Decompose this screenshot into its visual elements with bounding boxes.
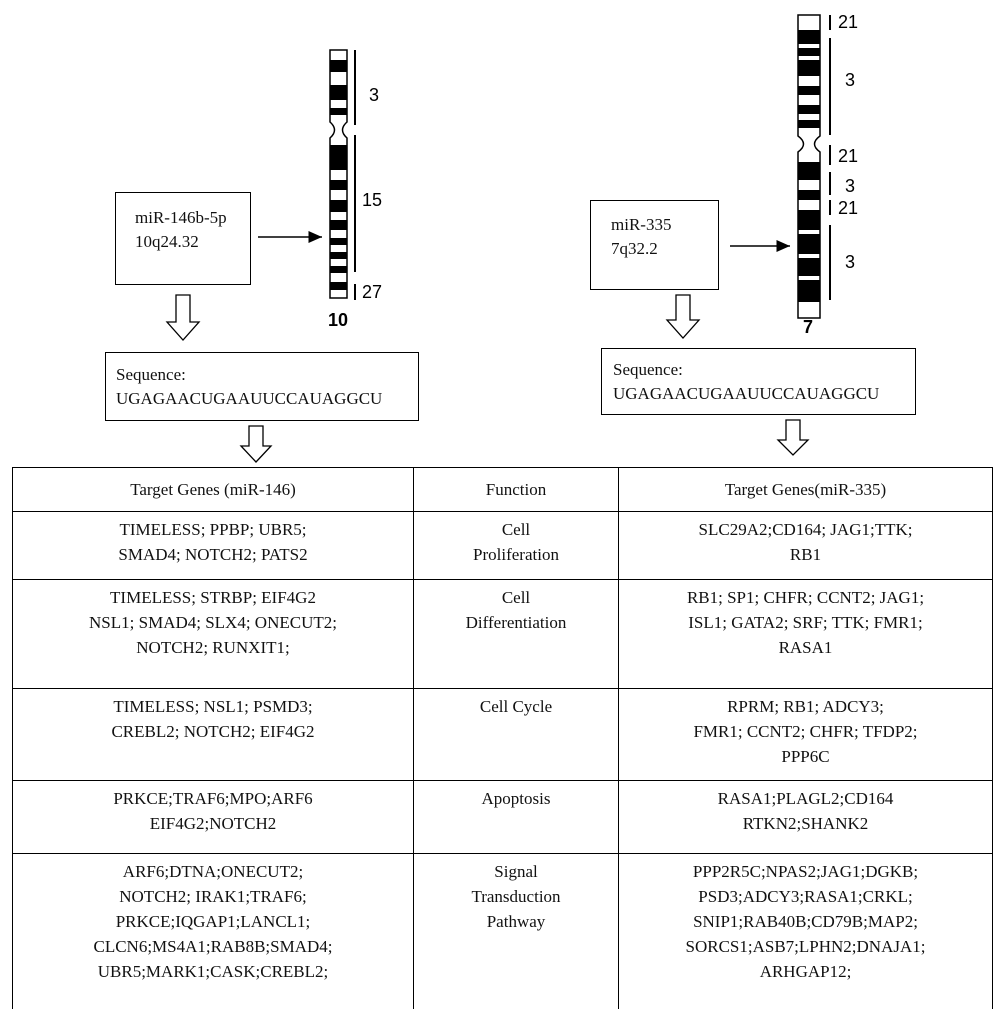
chromosome-label: 7 (803, 317, 813, 337)
mirna-box: miR-335 7q32.2 (590, 200, 719, 290)
sequence-value: UGAGAACUGAAUUCCAUAGGCU (613, 384, 880, 403)
cell-line: Pathway (486, 912, 546, 931)
column-header: Function (413, 467, 619, 512)
sequence-label: Sequence: (116, 365, 186, 384)
mirna-name: miR-146b-5p (135, 208, 227, 227)
band-label: 27 (362, 282, 382, 302)
table-cell: PPP2R5C;NPAS2;JAG1;DGKB; PSD3;ADCY3;RASA1… (618, 853, 993, 1009)
mirna-box: miR-146b-5p 10q24.32 (115, 192, 251, 285)
table-cell: Cell Proliferation (413, 511, 619, 580)
cell-line: TIMELESS; PPBP; UBR5; (119, 520, 307, 539)
down-arrows (165, 294, 810, 463)
table-body: TIMELESS; PPBP; UBR5; SMAD4; NOTCH2; PATS… (12, 511, 993, 1009)
table-cell: RB1; SP1; CHFR; CCNT2; JAG1; ISL1; GATA2;… (618, 579, 993, 689)
cell-line: ARF6;DTNA;ONECUT2; (122, 862, 304, 881)
band-label: 21 (838, 12, 858, 32)
table-cell: TIMELESS; PPBP; UBR5; SMAD4; NOTCH2; PATS… (12, 511, 414, 580)
cell-line: SNIP1;RAB40B;CD79B;MAP2; (693, 912, 918, 931)
cell-line: Transduction (471, 887, 561, 906)
cell-line: PPP2R5C;NPAS2;JAG1;DGKB; (692, 862, 919, 881)
table-cell: TIMELESS; STRBP; EIF4G2 NSL1; SMAD4; SLX4… (12, 579, 414, 689)
cell-line: Apoptosis (481, 789, 551, 808)
band-label: 3 (845, 252, 855, 272)
cell-line: Cell (501, 588, 531, 607)
cell-line: ARHGAP12; (759, 962, 852, 981)
cell-line: PSD3;ADCY3;RASA1;CRKL; (698, 887, 913, 906)
cell-line: FMR1; CCNT2; CHFR; TFDP2; (693, 722, 918, 741)
cell-line: Signal (494, 862, 538, 881)
column-header: Target Genes(miR-335) (618, 467, 993, 512)
table-row: TIMELESS; PPBP; UBR5; SMAD4; NOTCH2; PATS… (12, 511, 993, 580)
sequence-box: Sequence: UGAGAACUGAAUUCCAUAGGCU (601, 348, 916, 415)
cell-line: RTKN2;SHANK2 (742, 814, 869, 833)
cell-line: UBR5;MARK1;CASK;CREBL2; (97, 962, 329, 981)
cell-line: SORCS1;ASB7;LPHN2;DNAJA1; (685, 937, 926, 956)
sequence-label: Sequence: (613, 360, 683, 379)
band-label: 3 (845, 176, 855, 196)
sequence-box: Sequence: UGAGAACUGAAUUCCAUAGGCU (105, 352, 419, 421)
table-cell: ARF6;DTNA;ONECUT2; NOTCH2; IRAK1;TRAF6; PR… (12, 853, 414, 1009)
cell-line: RB1 (789, 545, 822, 564)
band-label: 3 (845, 70, 855, 90)
band-label: 21 (838, 146, 858, 166)
band-label: 21 (838, 198, 858, 218)
target-table: Target Genes (miR-146) Function Target Gen… (12, 467, 993, 1009)
cell-line: CREBL2; NOTCH2; EIF4G2 (111, 722, 315, 741)
cell-line: NOTCH2; RUNXIT1; (136, 638, 290, 657)
header-row: Target Genes (miR-146) Function Target Gen… (12, 467, 993, 512)
table-cell: RPRM; RB1; ADCY3; FMR1; CCNT2; CHFR; TFDP… (618, 688, 993, 781)
table-cell: SLC29A2;CD164; JAG1;TTK; RB1 (618, 511, 993, 580)
table-row: ARF6;DTNA;ONECUT2; NOTCH2; IRAK1;TRAF6; PR… (12, 853, 993, 1009)
table-cell: Cell Differentiation (413, 579, 619, 689)
sequence-value: UGAGAACUGAAUUCCAUAGGCU (116, 389, 383, 408)
cell-line: TIMELESS; STRBP; EIF4G2 (110, 588, 316, 607)
cell-line: PPP6C (781, 747, 830, 766)
cell-line: RPRM; RB1; ADCY3; (727, 697, 884, 716)
cell-line: RASA1 (778, 638, 833, 657)
chromosome-label: 10 (328, 310, 348, 330)
table-row: PRKCE;TRAF6;MPO;ARF6 EIF4G2;NOTCH2 Apoptos… (12, 780, 993, 854)
cell-line: PRKCE;IQGAP1;LANCL1; (115, 912, 311, 931)
cell-line: Differentiation (465, 613, 567, 632)
column-header: Target Genes (miR-146) (12, 467, 414, 512)
table-cell: Signal Transduction Pathway (413, 853, 619, 1009)
chromosome-ideogram (797, 14, 821, 319)
cell-line: Cell (501, 520, 531, 539)
mirna-locus: 10q24.32 (135, 232, 199, 251)
cell-line: NSL1; SMAD4; SLX4; ONECUT2; (89, 613, 337, 632)
cell-line: CLCN6;MS4A1;RAB8B;SMAD4; (93, 937, 333, 956)
table-cell: Cell Cycle (413, 688, 619, 781)
cell-line: SLC29A2;CD164; JAG1;TTK; (698, 520, 913, 539)
cell-line: RB1; SP1; CHFR; CCNT2; JAG1; (686, 588, 925, 607)
table-cell: RASA1;PLAGL2;CD164 RTKN2;SHANK2 (618, 780, 993, 854)
cell-line: ISL1; GATA2; SRF; TTK; FMR1; (688, 613, 923, 632)
table-cell: TIMELESS; NSL1; PSMD3; CREBL2; NOTCH2; EI… (12, 688, 414, 781)
cell-line: RASA1;PLAGL2;CD164 (717, 789, 894, 808)
cell-line: NOTCH2; IRAK1;TRAF6; (119, 887, 307, 906)
table-row: TIMELESS; NSL1; PSMD3; CREBL2; NOTCH2; EI… (12, 688, 993, 781)
band-label: 15 (362, 190, 382, 210)
cell-line: PRKCE;TRAF6;MPO;ARF6 (113, 789, 313, 808)
table-row: TIMELESS; STRBP; EIF4G2 NSL1; SMAD4; SLX4… (12, 579, 993, 689)
cell-line: Proliferation (473, 545, 559, 564)
table-cell: Apoptosis (413, 780, 619, 854)
cell-line: Cell Cycle (479, 697, 553, 716)
cell-line: TIMELESS; NSL1; PSMD3; (113, 697, 313, 716)
table-cell: PRKCE;TRAF6;MPO;ARF6 EIF4G2;NOTCH2 (12, 780, 414, 854)
mirna-name: miR-335 (611, 215, 672, 234)
band-label: 3 (369, 85, 379, 105)
cell-line: SMAD4; NOTCH2; PATS2 (118, 545, 308, 564)
mirna-locus: 7q32.2 (611, 239, 658, 258)
cell-line: EIF4G2;NOTCH2 (149, 814, 277, 833)
chromosome-ideogram (329, 49, 348, 299)
